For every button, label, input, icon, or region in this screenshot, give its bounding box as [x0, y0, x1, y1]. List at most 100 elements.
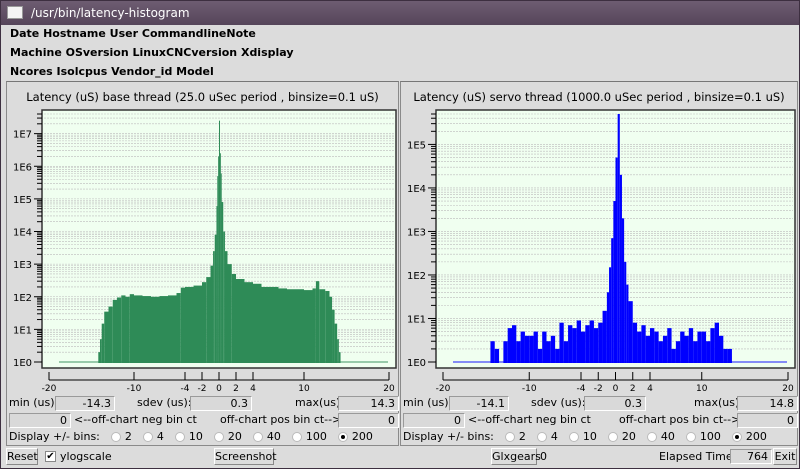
x-tick-label: -4 — [181, 384, 190, 394]
histogram-bar — [334, 323, 338, 363]
exit-button[interactable]: Exit — [773, 448, 797, 465]
histogram-bar — [626, 284, 629, 363]
radio-indicator[interactable] — [252, 431, 263, 442]
bins-radio-20[interactable]: 20 — [213, 430, 242, 443]
glxgears-button[interactable]: Glxgears — [491, 448, 541, 465]
bins-radio-20[interactable]: 20 — [607, 430, 636, 443]
histogram-bar — [332, 309, 335, 363]
histogram-bar — [568, 325, 573, 363]
histogram-bar — [658, 341, 663, 363]
chart-title: Latency (uS) servo thread (1000.0 uSec p… — [413, 90, 785, 104]
histogram-bar — [220, 173, 222, 363]
histogram-bar — [223, 231, 225, 363]
radio-indicator[interactable] — [142, 431, 153, 442]
x-tick-label: -10 — [522, 384, 537, 394]
histogram-bar — [714, 322, 719, 363]
histogram-bar — [494, 348, 500, 363]
x-tick-label: -2 — [594, 384, 603, 394]
screenshot-button[interactable]: Screenshot — [214, 448, 277, 465]
histogram-bar — [261, 286, 270, 363]
histogram-bar — [216, 206, 218, 363]
x-tick-label: 2 — [630, 384, 636, 394]
window-icon[interactable] — [7, 6, 23, 19]
min-label: min (us) — [403, 396, 449, 409]
histogram-bar — [315, 281, 320, 363]
y-tick-label: 1E3 — [13, 260, 32, 271]
pos-bin-count: 0 — [338, 413, 399, 428]
radio-indicator[interactable] — [213, 431, 224, 442]
histogram-bar — [727, 348, 732, 363]
histogram-bar — [723, 348, 728, 363]
neg-bin-count: 0 — [9, 413, 71, 428]
histogram-bar — [632, 322, 638, 363]
histogram-bar — [719, 335, 724, 363]
bins-radio-100[interactable]: 100 — [291, 430, 327, 443]
histogram-bar — [641, 325, 646, 363]
histogram-bar — [236, 279, 245, 363]
histogram-bar — [244, 282, 253, 363]
radio-indicator[interactable] — [174, 431, 185, 442]
histogram-bar — [100, 339, 102, 363]
y-tick-label: 1E4 — [407, 184, 426, 195]
radio-indicator[interactable] — [337, 431, 348, 442]
histogram-bar — [159, 296, 168, 363]
histogram-bar — [319, 289, 326, 363]
bins-radio-40[interactable]: 40 — [252, 430, 281, 443]
radio-indicator[interactable] — [504, 431, 515, 442]
histogram-bar — [193, 285, 202, 363]
radio-indicator[interactable] — [607, 431, 618, 442]
elapsed-time-label: Elapsed Time: — [659, 450, 737, 463]
display-bins-group: Display +/- bins: 2 4 10 20 40 100 200 — [9, 430, 373, 443]
max-value: 14.8 — [737, 396, 798, 411]
bins-radio-200[interactable]: 200 — [337, 430, 373, 443]
histogram-bar — [108, 306, 113, 363]
display-bins-label: Display +/- bins: — [9, 430, 100, 443]
histogram-bar — [176, 293, 181, 363]
bins-radio-2[interactable]: 2 — [504, 430, 526, 443]
radio-indicator[interactable] — [291, 431, 302, 442]
reset-button[interactable]: Reset — [6, 448, 38, 465]
histogram-bar — [637, 331, 642, 363]
radio-indicator[interactable] — [685, 431, 696, 442]
histogram-bar — [295, 289, 304, 363]
histogram-bar — [542, 331, 547, 363]
histogram-bar — [218, 156, 220, 363]
radio-indicator[interactable] — [110, 431, 121, 442]
radio-indicator[interactable] — [536, 431, 547, 442]
histogram-bar — [325, 291, 330, 363]
max-label: max(us) — [694, 396, 740, 409]
y-tick-label: 1E4 — [13, 228, 32, 239]
sdev-value: 0.3 — [190, 396, 252, 411]
bins-radio-4[interactable]: 4 — [142, 430, 164, 443]
radio-indicator[interactable] — [646, 431, 657, 442]
y-tick-label: 1E5 — [13, 195, 32, 206]
histogram-bar — [593, 328, 599, 363]
y-tick-label: 1E3 — [407, 227, 426, 238]
bins-radio-2[interactable]: 2 — [110, 430, 132, 443]
bins-radio-200[interactable]: 200 — [731, 430, 767, 443]
histogram-bar — [227, 264, 232, 363]
histogram-bar — [112, 299, 117, 363]
y-tick-label: 1E0 — [407, 358, 426, 369]
histogram-bar — [671, 348, 676, 363]
x-tick-label: 0 — [216, 384, 222, 394]
chart-title: Latency (uS) base thread (25.0 uSec peri… — [26, 90, 379, 104]
histogram-bar — [516, 341, 521, 363]
radio-indicator[interactable] — [568, 431, 579, 442]
ylogscale-checkbox[interactable]: ✔ — [45, 451, 56, 462]
info-line-2: Machine OSversion LinuxCNCversion Xdispl… — [10, 46, 294, 59]
min-value: -14.3 — [55, 396, 115, 411]
radio-indicator[interactable] — [731, 431, 742, 442]
neg-bin-label: <--off-chart neg bin ct — [468, 413, 591, 426]
bins-radio-10[interactable]: 10 — [174, 430, 203, 443]
bins-radio-10[interactable]: 10 — [568, 430, 597, 443]
histogram-bar — [563, 341, 569, 363]
max-label: max(us) — [295, 396, 341, 409]
histogram-bar — [151, 296, 160, 363]
histogram-bar — [598, 322, 603, 363]
bins-radio-4[interactable]: 4 — [536, 430, 558, 443]
bins-radio-40[interactable]: 40 — [646, 430, 675, 443]
bins-radio-100[interactable]: 100 — [685, 430, 721, 443]
